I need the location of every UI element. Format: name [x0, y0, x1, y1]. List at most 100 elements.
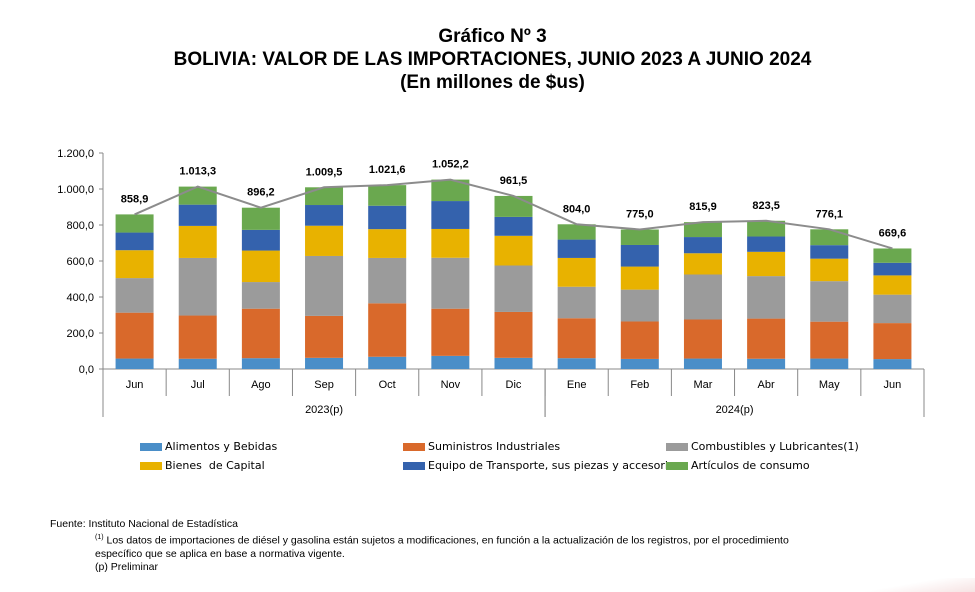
bar-segment — [115, 312, 154, 359]
x-tick-label: Abr — [758, 379, 775, 391]
bar-segment — [305, 187, 344, 206]
bar-segment — [810, 245, 849, 259]
x-tick-label: May — [819, 379, 840, 391]
bar-segment — [368, 356, 407, 369]
bar-segment — [873, 262, 912, 276]
x-tick-label: Jul — [191, 379, 205, 391]
bar-segment — [557, 358, 596, 369]
legend-item-equipo-transporte: Equipo de Transporte, sus piezas y acces… — [403, 459, 680, 472]
bar-segment — [873, 294, 912, 324]
bar-segment — [683, 237, 722, 254]
x-tick-label: Oct — [379, 379, 396, 391]
bar-segment — [494, 216, 533, 236]
bar-segment — [810, 281, 849, 322]
bar-segment — [747, 358, 786, 369]
chart-title: BOLIVIA: VALOR DE LAS IMPORTACIONES, JUN… — [173, 49, 812, 70]
bar-segment — [873, 359, 912, 369]
data-label-total: 775,0 — [626, 209, 654, 221]
bar-segment — [431, 228, 470, 258]
x-tick-label: Ago — [251, 379, 271, 391]
bar-segment — [557, 224, 596, 240]
footnote-text: Los datos de importaciones de diésel y g… — [103, 534, 789, 547]
legend-item-suministros: Suministros Industriales — [403, 440, 560, 453]
legend-label: Bienes de Capital — [165, 459, 265, 472]
bar-segment — [241, 358, 280, 369]
bar-segment — [683, 253, 722, 275]
bar-segment — [810, 258, 849, 282]
bar-segment — [241, 229, 280, 251]
x-tick-label: Jun — [126, 379, 144, 391]
y-tick-label: 400,0 — [66, 292, 94, 304]
bar-segment — [178, 358, 217, 369]
bar-segment — [620, 321, 659, 359]
stacked-bar-chart: 0,0 200,0 400,0 600,0 800,0 1.000,0 1.200,0 202… — [57, 148, 925, 417]
bar-segment — [115, 214, 154, 233]
x-tick-label: Feb — [630, 379, 649, 391]
bar-segment — [115, 232, 154, 251]
chart-title-number: Gráfico Nº 3 — [438, 26, 547, 47]
bar-segment — [431, 308, 470, 356]
bar-segment — [683, 222, 722, 238]
bar-segment — [620, 266, 659, 290]
data-label-total: 804,0 — [563, 203, 591, 215]
bar-segment — [494, 235, 533, 266]
y-tick-label: 200,0 — [66, 328, 94, 340]
bar-segment — [241, 207, 280, 230]
bar-segment — [178, 315, 217, 359]
bar-segment — [747, 236, 786, 252]
bar-segment — [557, 257, 596, 287]
data-label-total: 1.021,6 — [369, 164, 406, 176]
bar-segment — [494, 265, 533, 312]
bar-segment — [178, 186, 217, 205]
bar-segment — [368, 205, 407, 230]
bar-segment — [494, 357, 533, 369]
y-tick-label: 1.200,0 — [57, 148, 94, 160]
data-label-total: 823,5 — [752, 200, 780, 212]
legend-item-articulos-consumo: Artículos de consumo — [666, 459, 810, 472]
x-tick-label: Mar — [693, 379, 712, 391]
bar-segment — [873, 248, 912, 263]
bar-segment — [178, 204, 217, 226]
bar-segment — [494, 311, 533, 358]
corner-decoration — [865, 578, 975, 592]
x-tick-label: Nov — [441, 379, 461, 391]
bar-segment — [305, 205, 344, 226]
data-label-total: 896,2 — [247, 187, 275, 199]
y-tick-label: 1.000,0 — [57, 184, 94, 196]
bar-segment — [241, 282, 280, 309]
bar-segment — [431, 179, 470, 202]
legend-label: Artículos de consumo — [691, 459, 810, 472]
legend-item-combustibles: Combustibles y Lubricantes(1) — [666, 440, 859, 453]
bar-segment — [178, 257, 217, 316]
bar-segment — [431, 257, 470, 309]
bar-segment — [178, 225, 217, 258]
bar-segment — [368, 185, 407, 206]
legend-label: Combustibles y Lubricantes(1) — [691, 440, 859, 453]
bar-segment — [747, 220, 786, 237]
bar-segment — [620, 244, 659, 267]
legend-swatch — [666, 461, 688, 470]
bar-segment — [305, 315, 344, 358]
legend-item-alimentos: Alimentos y Bebidas — [140, 440, 277, 453]
legend-label: Suministros Industriales — [428, 440, 561, 453]
x-tick-label: Dic — [506, 379, 522, 391]
bar-segment — [557, 239, 596, 258]
bar-segment — [305, 225, 344, 256]
footer-notes: Fuente: Instituto Nacional de Estadístic… — [50, 518, 789, 574]
year-group-label: 2024(p) — [716, 404, 754, 416]
bar-segment — [683, 358, 722, 369]
legend-swatch — [403, 442, 425, 451]
bar-segment — [115, 250, 154, 279]
x-tick-label: Ene — [567, 379, 587, 391]
footnote-1: (1) Los datos de importaciones de diésel… — [50, 531, 789, 548]
data-label-total: 1.052,2 — [432, 159, 469, 171]
legend-label: Alimentos y Bebidas — [165, 440, 278, 453]
bar-segment — [747, 318, 786, 359]
chart-title-block: Gráfico Nº 3 BOLIVIA: VALOR DE LAS IMPOR… — [0, 26, 975, 94]
bar-segment — [557, 286, 596, 319]
footnote-marker: (1) — [95, 534, 104, 541]
total-line — [134, 178, 893, 250]
bar-segment — [620, 289, 659, 322]
legend-swatch — [140, 461, 162, 470]
bar-segment — [431, 201, 470, 229]
